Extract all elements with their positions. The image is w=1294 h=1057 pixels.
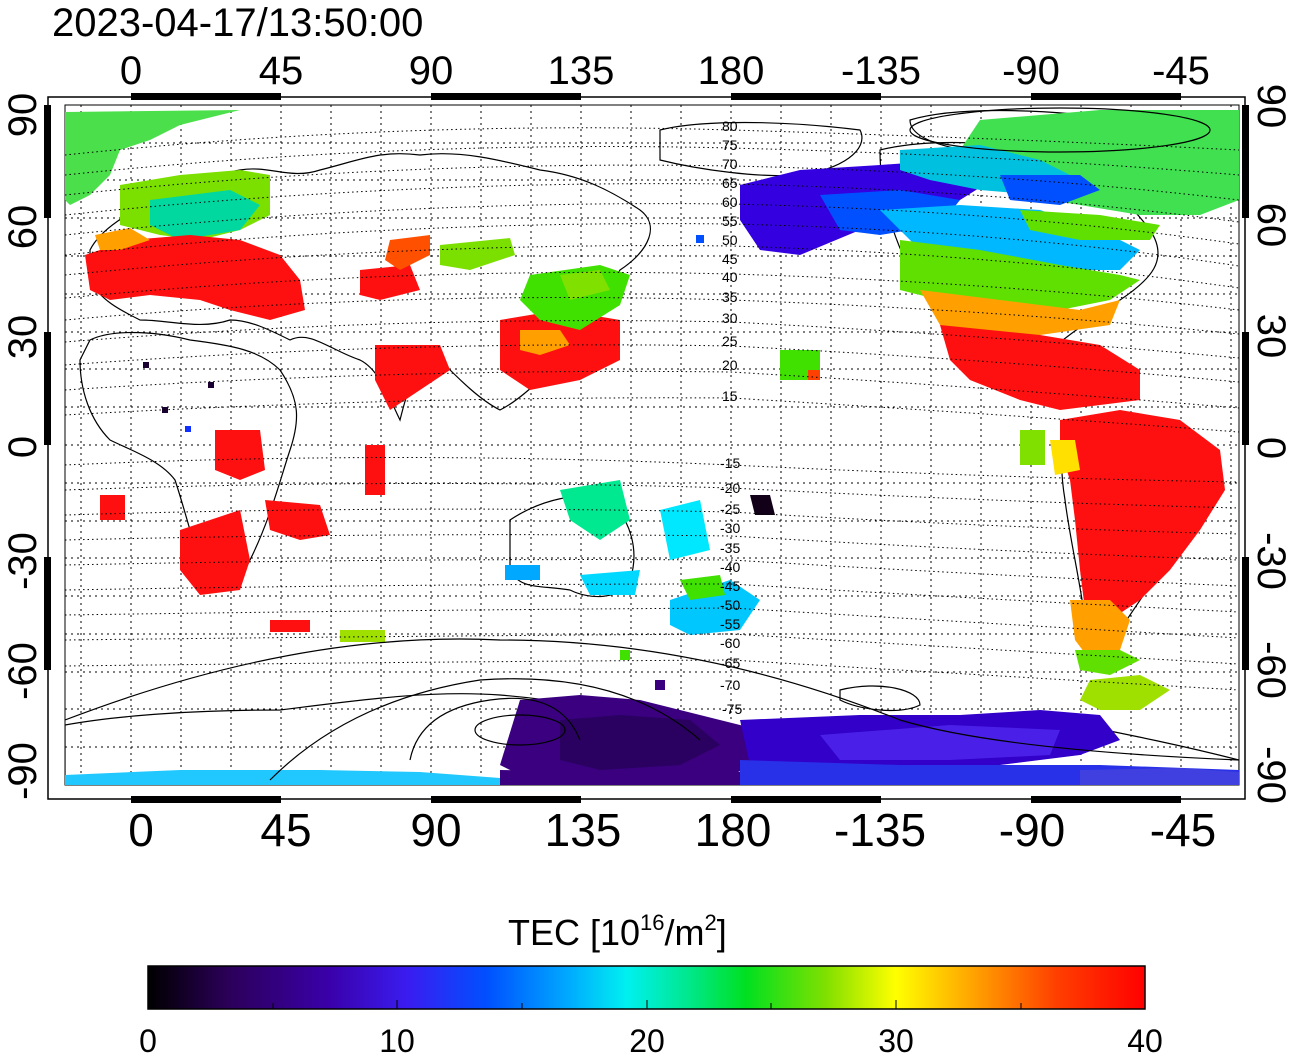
mag-lat-labels-north: 80 75 70 65 60 55 50 45 40 35 30 25 20 1… <box>722 118 738 404</box>
mag-lat-label: 70 <box>722 156 738 172</box>
top-lon-label: -135 <box>841 49 921 93</box>
magnetic-latitude-contours <box>65 127 1239 691</box>
mag-lat-label: -60 <box>720 635 740 651</box>
mag-lat-label: 35 <box>722 289 738 305</box>
left-latitude-labels: 90 60 30 0 -30 -60 -90 <box>1 93 45 800</box>
bottom-longitude-labels: 0 45 90 135 180 -135 -90 -45 <box>128 804 1216 856</box>
right-lat-label: 0 <box>1249 437 1293 459</box>
colorbar-tick-label: 0 <box>139 1023 157 1057</box>
mag-lat-label: -20 <box>720 480 740 496</box>
right-lat-label: -90 <box>1249 746 1293 804</box>
mag-lat-label: 30 <box>722 310 738 326</box>
mag-lat-label: 15 <box>722 388 738 404</box>
top-lon-label: 0 <box>120 49 142 93</box>
mag-lat-label: -65 <box>720 655 740 671</box>
top-lon-label: 90 <box>409 49 454 93</box>
left-lat-label: -30 <box>1 532 45 590</box>
mag-lat-label: -35 <box>720 540 740 556</box>
mag-lat-labels-south: -15 -20 -25 -30 -35 -40 -45 -50 -55 -60 … <box>720 455 742 717</box>
mag-lat-label: 50 <box>722 232 738 248</box>
mag-lat-label: 55 <box>722 213 738 229</box>
mag-lat-label: 80 <box>722 118 738 134</box>
left-lat-label: -60 <box>1 642 45 700</box>
top-lon-label: -90 <box>1002 49 1060 93</box>
bottom-lon-label: 135 <box>545 804 622 856</box>
mag-lat-label: -45 <box>720 578 740 594</box>
mag-lat-label: -70 <box>720 677 740 693</box>
bottom-lon-label: 90 <box>410 804 461 856</box>
top-lon-label: 45 <box>259 49 304 93</box>
mag-lat-label: -55 <box>720 616 740 632</box>
right-lat-label: 30 <box>1249 314 1293 359</box>
right-lat-label: -60 <box>1249 641 1293 699</box>
magnetic-pole-contours <box>65 107 1239 781</box>
mag-lat-label: 65 <box>722 175 738 191</box>
bottom-lon-label: 0 <box>128 804 154 856</box>
top-lon-label: -45 <box>1152 49 1210 93</box>
mag-lat-label: 40 <box>722 269 738 285</box>
left-lat-label: 0 <box>1 436 45 458</box>
bottom-lon-label: -45 <box>1150 804 1216 856</box>
right-lat-label: -30 <box>1249 532 1293 590</box>
colorbar-tick-label: 20 <box>629 1023 665 1057</box>
mag-lat-label: 25 <box>722 333 738 349</box>
timestamp-title: 2023-04-17/13:50:00 <box>52 1 423 45</box>
colorbar-tick-marks <box>272 1000 1022 1009</box>
mag-lat-label: -50 <box>720 597 740 613</box>
colorbar-tick-label: 10 <box>379 1023 415 1057</box>
left-lat-label: -90 <box>1 742 45 800</box>
left-lat-label: 90 <box>1 93 45 138</box>
mag-lat-label: 60 <box>722 194 738 210</box>
bottom-lon-label: -90 <box>999 804 1065 856</box>
mag-lat-label: 75 <box>722 137 738 153</box>
colorbar-tick-label: 30 <box>878 1023 914 1057</box>
right-latitude-labels: 90 60 30 0 -30 -60 -90 <box>1249 84 1293 804</box>
mag-lat-label: -30 <box>720 520 740 536</box>
right-lat-label: 90 <box>1249 84 1293 129</box>
colorbar-tick-label: 40 <box>1127 1023 1163 1057</box>
bottom-lon-label: 45 <box>260 804 311 856</box>
mag-lat-label: -15 <box>720 455 740 471</box>
tec-data <box>65 110 1239 785</box>
top-lon-label: 135 <box>548 49 615 93</box>
mag-lat-label: -75 <box>722 701 742 717</box>
bottom-lon-label: 180 <box>695 804 772 856</box>
top-longitude-labels: 0 45 90 135 180 -135 -90 -45 <box>120 49 1210 93</box>
top-lon-label: 180 <box>698 49 765 93</box>
left-lat-label: 60 <box>1 205 45 250</box>
mag-lat-label: 20 <box>722 357 738 373</box>
bottom-lon-label: -135 <box>834 804 926 856</box>
right-lat-label: 60 <box>1249 203 1293 248</box>
colorbar-tick-labels: 0 10 20 30 40 <box>139 1023 1163 1057</box>
mag-lat-label: -25 <box>720 501 740 517</box>
left-lat-label: 30 <box>1 315 45 360</box>
mag-lat-label: 45 <box>722 251 738 267</box>
colorbar-label: TEC [1016/m2] <box>508 910 727 953</box>
mag-lat-label: -40 <box>720 559 740 575</box>
